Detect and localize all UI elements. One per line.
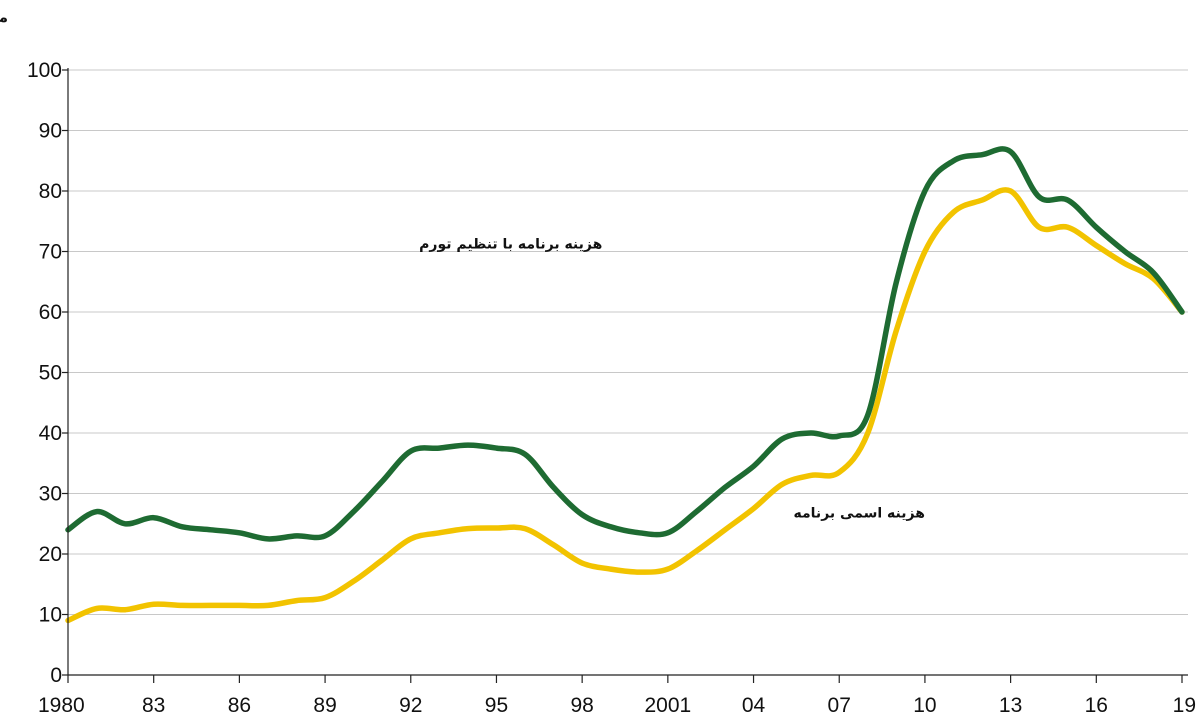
y-axis-ticks: 0 10 20 30 40 50 60 70 80 90 100 [27, 59, 68, 687]
x-axis-ticks: 1980 83 86 89 92 95 98 2001 04 07 10 13 16 19 [38, 675, 1196, 717]
series-label-adjusted: هزینه برنامه با تنظیم تورم [419, 236, 602, 252]
series-label-nominal: هزینه اسمی برنامه [794, 506, 925, 522]
x-tick-label: 2001 [644, 694, 691, 717]
x-tick-label: 95 [485, 694, 508, 717]
series-line-adjusted [65, 146, 1185, 542]
y-tick-label: 70 [39, 241, 62, 264]
x-tick-label: 89 [313, 694, 336, 717]
x-tick-label: 86 [228, 694, 251, 717]
series-lines [65, 146, 1185, 624]
y-tick-label: 90 [39, 120, 62, 143]
unit-label: میلیارد ۲۰۱۹ [0, 8, 8, 26]
x-tick-label: 98 [570, 694, 593, 717]
y-tick-label: 20 [39, 543, 62, 566]
y-tick-label: 30 [39, 483, 62, 506]
x-tick-label: 83 [142, 694, 165, 717]
x-tick-label: 07 [828, 694, 851, 717]
x-tick-label: 1980 [38, 694, 85, 717]
series-line-nominal [65, 187, 1185, 624]
x-tick-label: 19 [1173, 694, 1196, 717]
x-tick-label: 16 [1085, 694, 1108, 717]
x-tick-label: 13 [999, 694, 1022, 717]
x-tick-label: 04 [742, 694, 766, 717]
x-tick-label: 92 [399, 694, 422, 717]
y-tick-label: 60 [39, 301, 62, 324]
gridlines [68, 69, 1188, 615]
y-tick-label: 0 [50, 664, 62, 687]
y-tick-label: 80 [39, 180, 62, 203]
y-tick-label: 40 [39, 422, 62, 445]
y-tick-label: 50 [39, 362, 62, 385]
y-tick-label: 100 [27, 59, 62, 82]
x-tick-label: 10 [913, 694, 936, 717]
y-tick-label: 10 [39, 604, 62, 627]
annotations: هزینه برنامه با تنظیم تورم هزینه اسمی برن… [419, 236, 925, 521]
